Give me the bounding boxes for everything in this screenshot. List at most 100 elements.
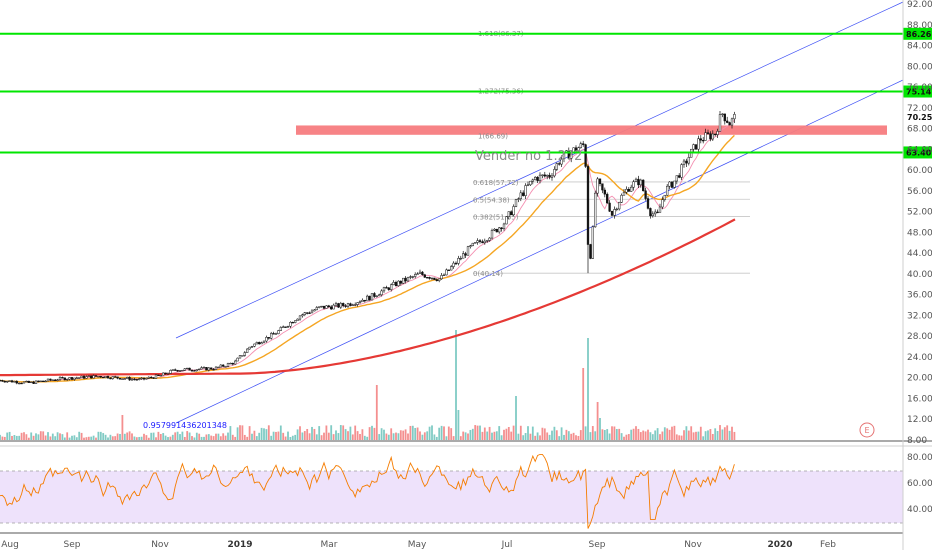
- time-axis[interactable]: Aug Sep Nov 2019 Mar May Jul Sep Nov 2020 Feb: [1, 540, 836, 550]
- candle-body: [380, 290, 383, 296]
- candle-body: [210, 367, 213, 370]
- candle-body: [10, 380, 14, 383]
- volume-bar: [450, 428, 453, 440]
- earnings-icon[interactable]: E: [859, 422, 875, 438]
- fib-label: 0(40.14): [473, 270, 503, 278]
- volume-bar: [11, 435, 13, 440]
- volume-bar: [299, 426, 301, 440]
- candle-body: [625, 188, 628, 193]
- price-axis[interactable]: 92.00 88.00 84.00 80.00 76.00 72.00 68.00 64.00…: [907, 0, 932, 446]
- candle-body: [13, 381, 16, 383]
- volume-bar: [49, 436, 52, 440]
- volume-bar: [673, 425, 676, 440]
- candle-body: [123, 378, 126, 380]
- candle-body: [157, 374, 160, 376]
- volume-bar: [20, 432, 23, 440]
- horizontal-levels[interactable]: 86.26 75.14 63.40: [0, 27, 932, 159]
- volume-bar: [198, 433, 201, 440]
- candle-body: [394, 282, 398, 287]
- candle-body: [169, 370, 172, 374]
- volume-bar: [390, 428, 393, 440]
- candle-body: [102, 376, 105, 379]
- volume-bar: [123, 433, 126, 440]
- volume-bar: [663, 427, 666, 440]
- volume-bar: [111, 436, 114, 440]
- candle-body: [440, 275, 443, 280]
- candle-body: [22, 381, 26, 384]
- volume-bar: [419, 431, 421, 440]
- candle-body: [670, 181, 674, 188]
- volume-bar: [1, 436, 4, 440]
- candle-body: [500, 227, 503, 230]
- candle-body: [241, 355, 244, 357]
- candle-body: [579, 143, 582, 148]
- volume-bar: [248, 426, 251, 440]
- volume-bar: [680, 435, 683, 440]
- volume-bar: [291, 435, 294, 440]
- volume-bar: [654, 430, 657, 440]
- candle-body: [111, 376, 114, 379]
- volume-bar: [611, 426, 613, 440]
- candle-body: [490, 230, 494, 239]
- volume-bar: [157, 431, 160, 440]
- candle-body: [644, 190, 647, 199]
- volume-bar: [534, 435, 537, 440]
- volume-bar: [361, 429, 364, 440]
- volume-bar: [399, 430, 402, 440]
- candle-body: [49, 378, 52, 381]
- volume-bar: [308, 433, 311, 440]
- candle-body: [522, 192, 525, 196]
- resistance-zone[interactable]: [296, 125, 887, 135]
- candle-body: [603, 189, 606, 195]
- candle-body: [138, 378, 141, 381]
- rsi-axis[interactable]: 80.00 60.00 40.00: [907, 453, 932, 515]
- volume-bar: [404, 429, 407, 440]
- volume-bar: [596, 402, 599, 440]
- volume-bar: [572, 432, 575, 440]
- channel-upper: [175, 1, 904, 339]
- candle-body: [406, 277, 410, 282]
- volume-bar: [687, 430, 690, 440]
- volume-bar: [135, 437, 138, 440]
- candle-body: [195, 369, 198, 372]
- volume-bar: [524, 433, 527, 440]
- candle-body: [622, 191, 626, 196]
- volume-bar: [699, 426, 702, 440]
- volume-bar: [133, 436, 136, 440]
- volume-bar: [227, 432, 229, 440]
- candlesticks: [0, 111, 736, 385]
- volume-bar: [656, 428, 659, 440]
- volume-bar: [303, 431, 306, 440]
- candle-body: [685, 160, 688, 164]
- trend-channel[interactable]: [175, 1, 904, 424]
- candle-body: [687, 157, 690, 164]
- volume-bar: [203, 436, 205, 440]
- volume-bar: [104, 434, 107, 440]
- volume-bar: [186, 431, 189, 440]
- candle-body: [697, 138, 700, 150]
- volume-bar: [224, 435, 227, 440]
- candle-body: [289, 321, 292, 327]
- earnings-icon-label: E: [864, 426, 869, 435]
- candle-body: [363, 299, 366, 302]
- candle-body: [454, 262, 458, 265]
- candle-body: [291, 321, 294, 324]
- volume-bar: [114, 436, 117, 440]
- volume-bar: [359, 433, 361, 440]
- volume-bar: [375, 385, 378, 440]
- volume-bar: [714, 428, 717, 440]
- volume-bar: [651, 434, 654, 440]
- candle-body: [718, 114, 722, 132]
- volume-bar: [85, 437, 88, 440]
- volume-bar: [426, 431, 429, 440]
- candle-body: [354, 304, 357, 306]
- price-tick: 88.00: [907, 21, 932, 31]
- volume-bar: [75, 437, 78, 440]
- volume-bar: [553, 426, 556, 440]
- volume-bar: [150, 432, 153, 440]
- candle-body: [320, 305, 323, 308]
- volume-bar: [330, 425, 333, 440]
- volume-bar: [620, 433, 623, 440]
- candle-body: [668, 181, 671, 187]
